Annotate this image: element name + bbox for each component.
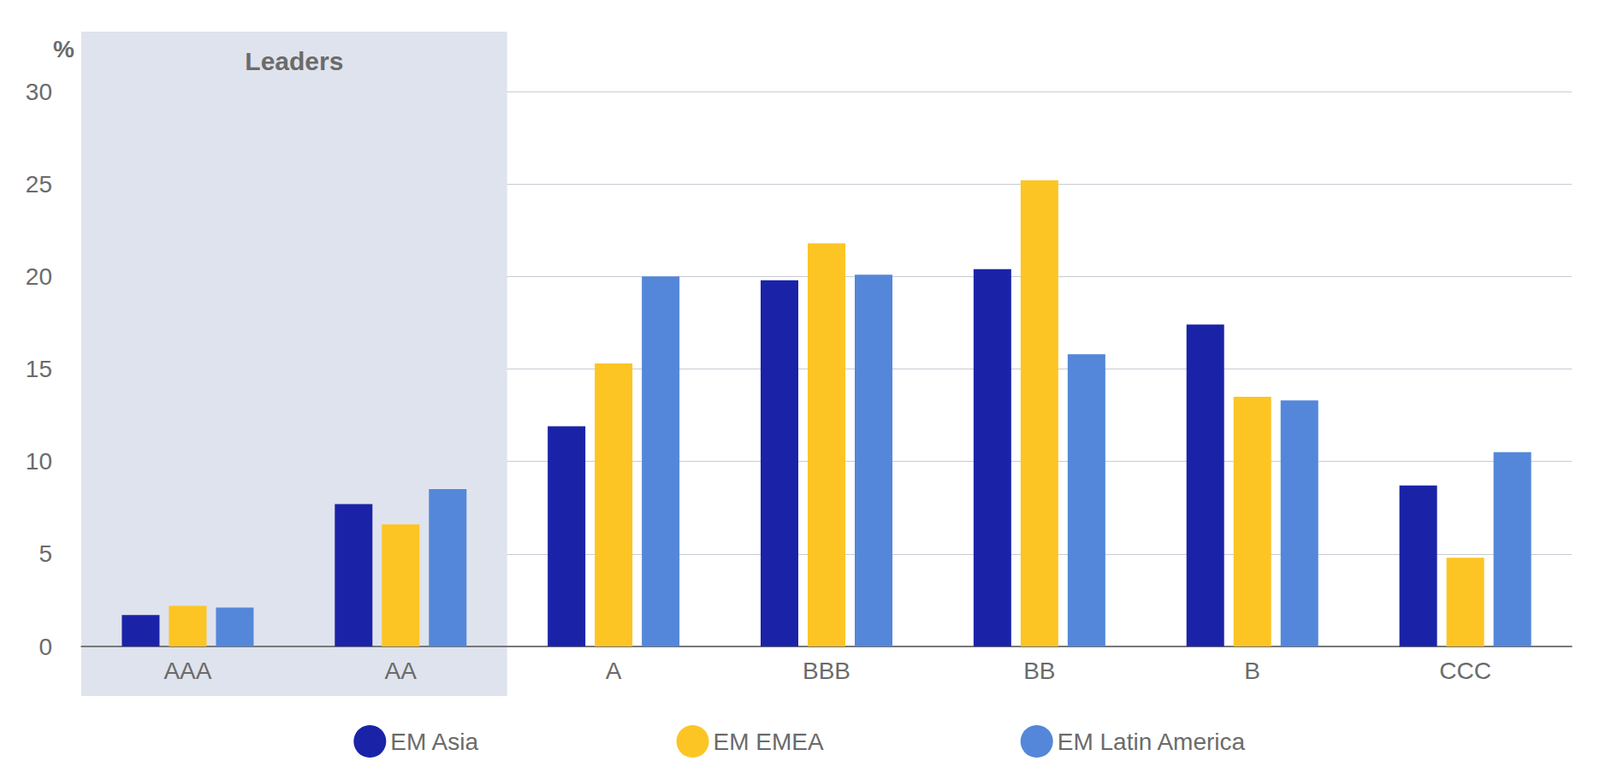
- svg-text:BBB: BBB: [802, 657, 851, 685]
- svg-text:15: 15: [25, 355, 53, 383]
- svg-text:0: 0: [38, 634, 53, 661]
- svg-text:AA: AA: [385, 657, 418, 685]
- svg-text:EM EMEA: EM EMEA: [713, 728, 824, 756]
- svg-text:20: 20: [25, 263, 53, 291]
- svg-text:Leaders: Leaders: [244, 47, 344, 76]
- svg-text:25: 25: [25, 171, 53, 198]
- svg-text:B: B: [1244, 657, 1261, 685]
- svg-text:10: 10: [25, 448, 53, 475]
- svg-text:30: 30: [25, 78, 53, 106]
- svg-text:EM Latin America: EM Latin America: [1057, 728, 1246, 756]
- svg-text:A: A: [605, 657, 623, 685]
- svg-text:EM Asia: EM Asia: [390, 728, 479, 756]
- svg-text:BB: BB: [1023, 657, 1055, 685]
- svg-text:AAA: AAA: [163, 657, 212, 685]
- svg-text:CCC: CCC: [1439, 657, 1492, 685]
- svg-text:%: %: [53, 35, 75, 63]
- svg-text:5: 5: [38, 540, 53, 568]
